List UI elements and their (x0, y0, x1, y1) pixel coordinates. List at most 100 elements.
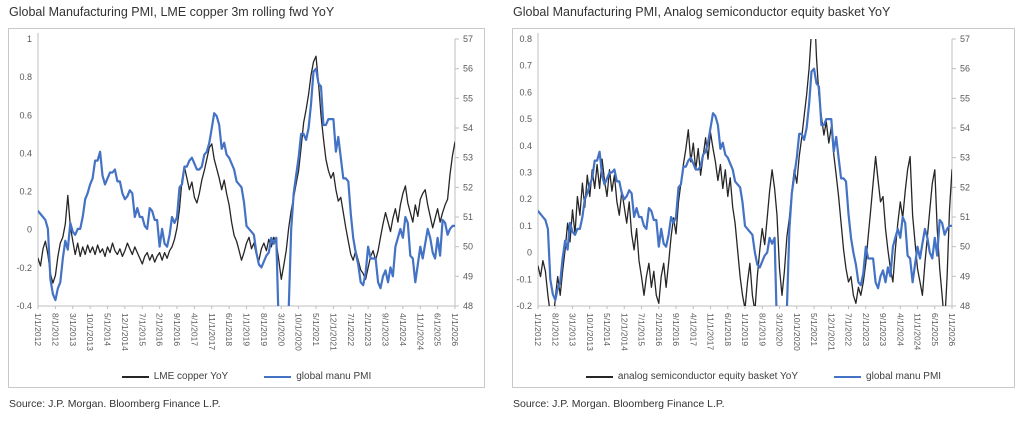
axis-tick-label: 52 (463, 182, 473, 192)
series-line (538, 39, 952, 306)
axis-tick-label: -0.1 (516, 274, 532, 284)
x-axis-tick-label: 10/1/2013 (85, 313, 95, 351)
axis-tick-label: 0.4 (519, 141, 532, 151)
x-axis-tick-label: 8/1/2012 (50, 313, 60, 346)
right-axis-labels: 57 56 55 54 53 52 51 50 49 48 (952, 34, 970, 311)
x-axis-tick-label: 11/1/2024 (913, 313, 923, 350)
axis-tick-label: -0.2 (16, 263, 32, 273)
axis-tick-label: 56 (463, 64, 473, 74)
axis-tick-label: 49 (463, 271, 473, 281)
axis-tick-label: 0.8 (19, 72, 32, 82)
axis-tick-label: 1 (27, 34, 32, 44)
axis-tick-label: 0.8 (519, 34, 532, 44)
axis-tick-label: -0.4 (16, 301, 32, 311)
x-axis-tick-label: 4/1/2017 (688, 313, 698, 346)
x-axis-tick-label: 1/1/2019 (740, 313, 750, 346)
legend-label: global manu PMI (296, 371, 372, 382)
legend-item: global manu PMI (834, 371, 941, 382)
x-axis-tick-label: 1/1/2019 (242, 313, 252, 346)
line-swatch (585, 375, 613, 378)
axis-tick-label: 48 (960, 301, 970, 311)
x-axis-tick-label: 9/1/2023 (381, 313, 391, 346)
source-note: Source: J.P. Morgan. Bloomberg Finance L… (513, 398, 725, 410)
x-axis-tick-label: 2/1/2016 (155, 313, 165, 346)
source-note: Source: J.P. Morgan. Bloomberg Finance L… (9, 398, 221, 410)
legend-item: analog semiconductor equity basket YoY (585, 371, 798, 382)
axis-tick-label: 57 (463, 34, 473, 44)
series-line (38, 67, 455, 306)
x-axis-tick-label: 1/1/2012 (33, 313, 43, 346)
x-axis-tick-label: 5/1/2021 (311, 313, 321, 346)
x-axis-tick-label: 1/1/2012 (533, 313, 543, 346)
legend-label: global manu PMI (866, 371, 942, 382)
chart-plot: 0.80.70.60.50.40.30.20.10-0.1-0.25756555… (516, 33, 970, 351)
x-axis-tick-label: 1/1/2026 (450, 313, 460, 346)
x-axis-tick-label: 11/1/2017 (706, 313, 716, 350)
axis-tick-label: 0 (27, 225, 32, 235)
x-axis-tick-label: 7/1/2015 (637, 313, 647, 346)
axis-tick-label: 0 (527, 248, 532, 258)
legend-item: global manu PMI (264, 371, 371, 382)
axis-tick-label: 52 (960, 182, 970, 192)
axis-tick-label: 0.7 (519, 61, 532, 71)
x-axis-tick-label: 9/1/2023 (878, 313, 888, 346)
axis-tick-label: 53 (960, 153, 970, 163)
chart-title: Global Manufacturing PMI, Analog semicon… (513, 5, 891, 19)
axis-tick-label: 55 (960, 93, 970, 103)
x-axis-tick-label: 5/1/2014 (602, 313, 612, 346)
axis-tick-label: 54 (960, 123, 970, 133)
x-axis-tick-label: 2/1/2023 (861, 313, 871, 346)
axis-tick-label: 54 (463, 123, 473, 133)
axis-tick-label: 0.4 (19, 148, 32, 158)
x-axis-tick-label: 12/1/2014 (619, 313, 629, 351)
line-swatch (834, 375, 862, 378)
series-line (538, 67, 952, 306)
left-axis-labels: 1 0.8 0.6 0.4 0.2 0 -0.2 -0.4 (16, 34, 32, 311)
x-axis-tick-label: 7/1/2022 (844, 313, 854, 346)
line-swatch (121, 375, 149, 378)
axis-tick-label: 55 (463, 93, 473, 103)
x-axis-tick-label: 12/1/2021 (328, 313, 338, 351)
x-axis-tick-label: 1/1/2026 (947, 313, 957, 346)
axis-tick-label: 0.1 (519, 221, 532, 231)
x-axis-tick-label: 5/1/2021 (809, 313, 819, 346)
x-axis-labels: 1/1/2012 8/1/2012 3/1/2013 10/1/2013 5/1/201… (533, 306, 957, 351)
x-axis-tick-label: 7/1/2022 (346, 313, 356, 346)
axis-tick-label: 53 (463, 153, 473, 163)
x-axis-tick-label: 3/1/2013 (68, 313, 78, 346)
x-axis-tick-label: 6/1/2018 (224, 313, 234, 346)
x-axis-tick-label: 3/1/2020 (775, 313, 785, 346)
x-axis-tick-label: 6/1/2025 (433, 313, 443, 346)
axis-tick-label: 0.2 (519, 194, 532, 204)
x-axis-tick-label: 4/1/2024 (895, 313, 905, 346)
x-axis-tick-label: 11/1/2024 (415, 313, 425, 350)
x-axis-tick-label: 8/1/2012 (550, 313, 560, 346)
x-axis-tick-label: 10/1/2020 (792, 313, 802, 351)
x-axis-tick-label: 3/1/2020 (276, 313, 286, 346)
chart-area: 1 0.8 0.6 0.4 0.2 0 -0.2 -0.4 57 56 55 54 53 52 51 50 49… (8, 28, 485, 388)
axis-tick-label: 48 (463, 301, 473, 311)
x-axis-tick-label: 8/1/2019 (757, 313, 767, 346)
axis-tick-label: 0.5 (519, 114, 532, 124)
chart-area: 0.8 0.7 0.6 0.5 0.4 0.3 0.2 0.1 0 -0.1 -0.2 57 56 55 5… (512, 28, 1015, 388)
x-axis-tick-label: 7/1/2015 (137, 313, 147, 346)
x-axis-tick-label: 12/1/2021 (826, 313, 836, 351)
axis-tick-label: 0.6 (19, 110, 32, 120)
right-axis-labels: 57 56 55 54 53 52 51 50 49 48 (455, 34, 473, 311)
chart-legend: LME copper YoY global manu PMI (9, 371, 484, 382)
chart-panel-copper: Global Manufacturing PMI, LME copper 3m … (8, 0, 485, 410)
series-line (38, 55, 455, 284)
chart-title: Global Manufacturing PMI, LME copper 3m … (9, 5, 335, 19)
chart-plot: 1 0.8 0.6 0.4 0.2 0 -0.2 -0.4 57 56 55 54 53 52 51 50 49… (16, 33, 473, 351)
axis-tick-label: 49 (960, 271, 970, 281)
axis-tick-label: 0.3 (519, 168, 532, 178)
x-axis-labels: 1/1/2012 8/1/2012 3/1/2013 10/1/2013 5/1/201… (33, 306, 460, 351)
legend-label: LME copper YoY (153, 371, 229, 382)
axis-tick-label: 57 (960, 34, 970, 44)
x-axis-tick-label: 4/1/2017 (189, 313, 199, 346)
x-axis-tick-label: 2/1/2016 (654, 313, 664, 346)
axis-tick-label: -0.2 (516, 301, 532, 311)
axis-tick-label: 51 (960, 212, 970, 222)
left-axis-labels: 0.8 0.7 0.6 0.5 0.4 0.3 0.2 0.1 0 -0.1 -0.2 (516, 34, 532, 311)
x-axis-tick-label: 4/1/2024 (398, 313, 408, 346)
